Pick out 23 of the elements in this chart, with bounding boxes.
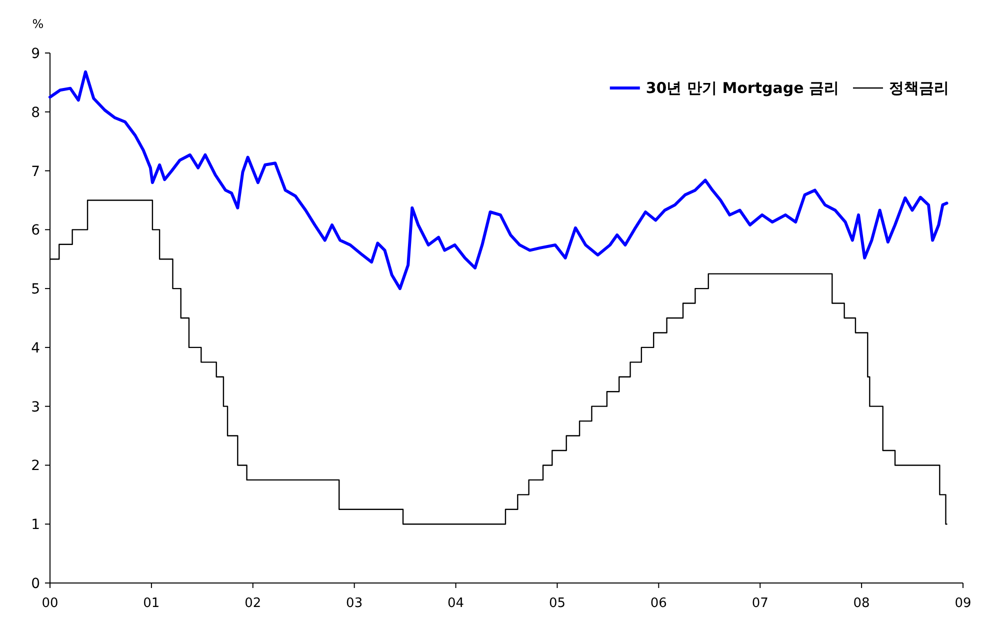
x-tick-label: 02 — [244, 596, 262, 611]
y-tick-label: 2 — [31, 458, 40, 474]
y-tick-label: 8 — [31, 104, 40, 121]
y-tick-label: 9 — [31, 46, 40, 62]
y-tick-label: 5 — [31, 282, 40, 298]
x-tick-label: 07 — [752, 596, 768, 611]
legend-label: 30년 만기 Mortgage 금리 — [646, 79, 839, 97]
x-tick-label: 09 — [954, 596, 972, 611]
x-tick-label: 05 — [548, 596, 566, 611]
x-tick-label: 06 — [650, 596, 667, 611]
y-tick-label: 1 — [31, 517, 40, 534]
x-tick-label: 01 — [143, 596, 160, 611]
x-tick-label: 08 — [853, 596, 870, 611]
legend-label: 정책금리 — [889, 79, 949, 97]
x-tick-label: 03 — [346, 596, 363, 611]
y-tick-label: 7 — [31, 164, 40, 180]
y-axis-title: % — [32, 17, 44, 31]
y-tick-label: 0 — [31, 576, 40, 592]
x-tick-label: 00 — [42, 596, 58, 611]
y-tick-label: 6 — [31, 222, 40, 239]
x-tick-label: 04 — [448, 596, 464, 611]
y-tick-label: 4 — [31, 340, 40, 356]
y-tick-label: 3 — [31, 399, 40, 416]
